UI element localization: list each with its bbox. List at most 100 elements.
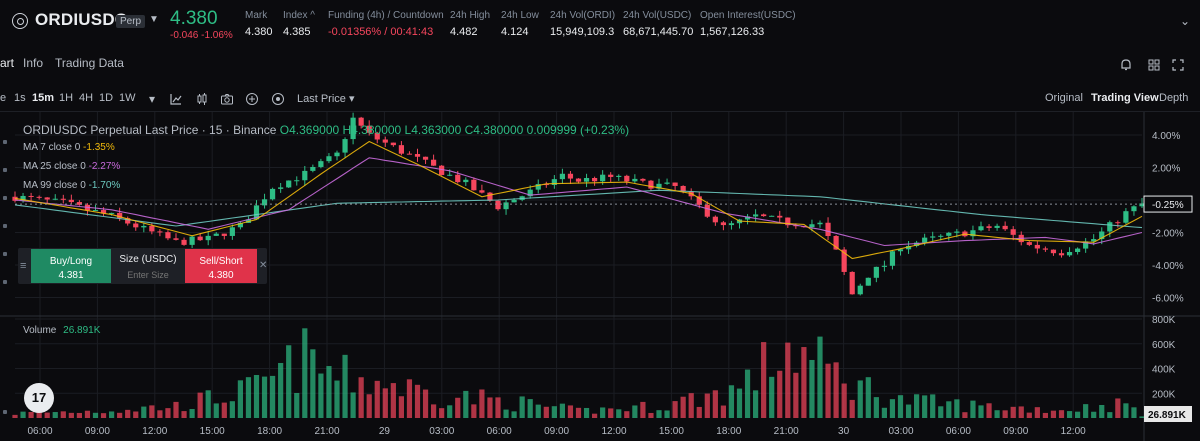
candle-body [535,184,541,190]
ma99-legend[interactable]: MA 99 close 0 -1.70% [23,180,120,191]
view-depth[interactable]: Depth [1159,92,1189,104]
candle-body [439,165,445,175]
stat-value: 4.380 [245,26,273,38]
perp-badge: Perp [116,15,146,28]
toolbar-divider [0,111,1200,112]
grid-settings-icon[interactable] [1146,58,1162,74]
time-axis-label: 15:00 [200,426,225,437]
candle-body [608,174,614,177]
volume-bar [487,397,493,418]
ma25-legend[interactable]: MA 25 close 0 -2.27% [23,161,120,172]
add-indicator-icon[interactable] [245,92,259,106]
candle-body [624,175,630,182]
drawing-tool-icon[interactable] [3,168,7,172]
interval-option[interactable]: 1s [14,92,26,104]
volume-bar [696,406,702,418]
ticker-header: ORDIUSDC Perp ▼ 4.380 -0.046 -1.06% Mark… [0,0,1200,44]
symbol-name[interactable]: ORDIUSDC [35,10,128,29]
camera-icon[interactable] [220,92,234,106]
volume-bar [769,376,775,418]
candle-body [1107,222,1113,232]
time-axis-label: 09:00 [1003,426,1028,437]
buy-long-button[interactable]: Buy/Long 4.381 [31,249,111,283]
candle-body [672,182,678,186]
volume-bar [406,379,413,418]
interval-option[interactable]: 4H [79,92,94,104]
bell-icon[interactable] [1118,58,1134,74]
size-input[interactable] [116,270,180,280]
volume-bar [616,409,622,418]
drawing-tool-icon[interactable] [3,140,7,144]
volume-bar [994,410,1000,418]
interval-option[interactable]: e [0,92,7,104]
drawing-tool-icon[interactable] [3,252,7,256]
view-original[interactable]: Original [1045,92,1083,104]
volume-bar [414,384,421,418]
volume-legend[interactable]: Volume 26.891K [23,325,100,336]
view-trading-view[interactable]: Trading View [1091,92,1159,104]
candle-body [165,232,171,239]
volume-bar [938,406,944,418]
tab-trading-data[interactable]: Trading Data [55,56,124,70]
volume-bar [946,401,952,418]
candle-body [1026,242,1032,245]
volume-bar [680,396,686,418]
candle-type-icon[interactable] [195,92,209,106]
chevron-down-icon[interactable]: ▼ [149,14,159,25]
close-icon[interactable]: ✕ [259,260,268,271]
volume-bar [889,399,896,418]
interval-option[interactable]: 1H [59,92,74,104]
price-type-select[interactable]: Last Price ▾ [297,93,355,105]
volume-bar [390,383,396,418]
tradingview-logo[interactable]: 17 [24,383,54,413]
candle-body [720,222,726,226]
drag-handle-icon[interactable]: ≡ [20,260,27,272]
expand-icon[interactable] [1170,58,1186,74]
interval-option[interactable]: 1W [119,92,136,104]
drawing-tool-icon[interactable] [3,410,7,414]
volume-bar [857,380,863,418]
drawing-tool-icon[interactable] [3,196,7,200]
tab-info[interactable]: Info [23,56,44,70]
candle-body [632,178,638,182]
price-type-label: Last Price [297,93,346,105]
stat-label: Mark [245,10,268,21]
volume-bar [52,412,58,418]
volume-bar [237,380,243,418]
candle-body [447,174,453,176]
sell-label: Sell/Short [199,256,243,267]
stat-index[interactable]: Index ^ 4.385 [283,10,315,38]
ma7-legend[interactable]: MA 7 close 0 -1.35% [23,142,115,153]
indicator-icon[interactable] [169,92,183,106]
drawing-tool-icon[interactable] [3,280,7,284]
candle-body [237,222,243,228]
volume-bar [1050,410,1057,418]
drawing-tool-icon[interactable] [3,224,7,228]
time-axis-label: 09:00 [85,426,110,437]
tab-chart[interactable]: art [0,56,15,70]
candle-body [117,212,123,219]
volume-bar [1058,410,1065,418]
volume-bar [624,411,630,418]
candle-body [873,266,879,278]
candle-body [261,199,268,206]
volume-bar [720,405,726,418]
interval-option-active[interactable]: 15m [32,92,55,104]
sell-short-button[interactable]: Sell/Short 4.380 [185,249,257,283]
stat-label: Funding (4h) / Countdown [328,10,444,21]
candle-body [487,192,493,201]
volume-bar [543,406,549,418]
price-chart[interactable]: 4.00%2.00%0.00%-2.00%-4.00%-6.00%-0.25%8… [0,112,1200,441]
volume-bar [592,413,598,418]
volume-tag: 26.891K [1148,410,1187,421]
volume-bar [1034,407,1040,418]
target-icon[interactable] [271,92,285,106]
chevron-down-icon[interactable]: ⌄ [1180,14,1191,28]
volume-bar [439,408,445,418]
volume-bar [744,369,751,418]
chevron-down-icon[interactable]: ▾ [148,92,156,106]
volume-bar [736,388,743,418]
volume-bar [447,405,453,418]
candle-body [431,159,437,166]
interval-option[interactable]: 1D [99,92,114,104]
